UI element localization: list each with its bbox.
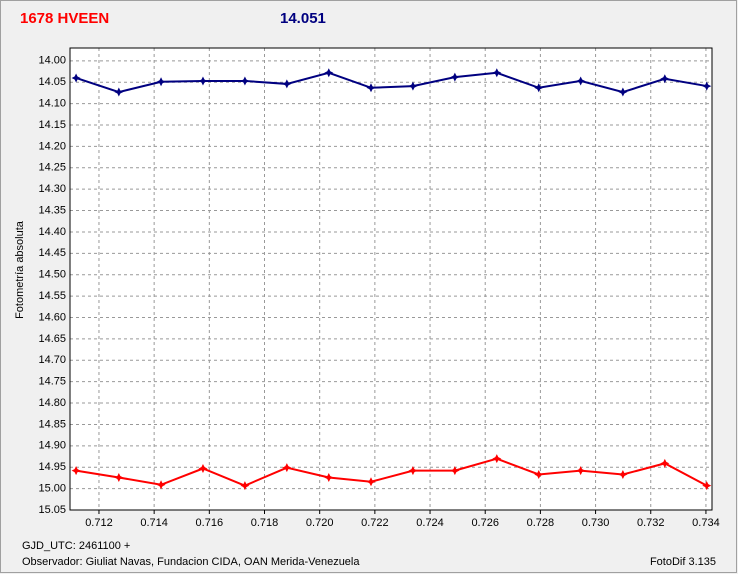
data-point [240,76,250,86]
x-tick-label: 0.728 [527,517,555,529]
x-tick-label: 0.730 [582,517,610,529]
data-point [156,480,166,490]
y-tick-label: 14.10 [38,98,66,110]
y-tick-label: 14.35 [38,204,66,216]
data-point [492,454,502,464]
y-axis-label: Fotometría absoluta [14,220,26,319]
x-tick-label: 0.712 [85,517,113,529]
y-tick-label: 14.60 [38,311,66,323]
data-point [534,83,544,93]
y-tick-label: 14.50 [38,269,66,281]
x-tick-label: 0.734 [692,517,720,529]
data-point [114,87,124,97]
plot-area [70,48,712,510]
x-tick-label: 0.722 [361,517,389,529]
data-point [408,466,418,476]
x-tick-label: 0.718 [251,517,279,529]
series-line [75,71,707,94]
y-tick-label: 14.05 [38,76,66,88]
x-tick-label: 0.726 [471,517,499,529]
y-tick-label: 14.45 [38,247,66,259]
y-tick-label: 14.55 [38,290,66,302]
data-point [702,81,712,91]
y-tick-label: 14.20 [38,140,66,152]
data-point [240,481,250,491]
y-tick-label: 14.00 [38,55,66,67]
data-point [408,81,418,91]
y-tick-label: 14.25 [38,162,66,174]
x-tick-label: 0.714 [140,517,168,529]
data-point [366,83,376,93]
y-tick-label: 14.85 [38,418,66,430]
data-point [282,463,292,473]
data-point [324,68,334,78]
data-point [576,466,586,476]
y-tick-label: 15.00 [38,483,66,495]
data-point [156,77,166,87]
y-tick-label: 14.70 [38,354,66,366]
chart-subtitle: 14.051 [280,10,326,27]
data-point [618,87,628,97]
data-point [282,79,292,89]
footer-text: Observador: Giuliat Navas, Fundacion CID… [22,556,360,568]
y-tick-label: 14.30 [38,183,66,195]
x-tick-label: 0.732 [637,517,665,529]
chart-title: 1678 HVEEN [20,10,109,27]
x-tick-label: 0.720 [306,517,334,529]
footer-text: FotoDif 3.135 [650,556,716,568]
y-tick-label: 14.15 [38,119,66,131]
data-point [534,469,544,479]
y-tick-label: 14.80 [38,397,66,409]
y-tick-label: 14.90 [38,440,66,452]
data-point [450,72,460,82]
data-point [71,73,81,83]
data-point [450,466,460,476]
data-point [71,466,81,476]
y-tick-label: 14.65 [38,333,66,345]
x-tick-label: 0.716 [196,517,224,529]
data-point [366,477,376,487]
data-point [324,472,334,482]
data-point [702,481,712,491]
data-point [492,68,502,78]
y-tick-label: 14.95 [38,461,66,473]
plot-frame [69,47,713,511]
data-point [660,74,670,84]
data-point [198,76,208,86]
x-tick-label: 0.724 [416,517,444,529]
y-tick-label: 14.75 [38,376,66,388]
data-point [576,76,586,86]
series-line [75,457,708,487]
y-tick-label: 15.05 [38,504,66,516]
data-point [198,464,208,474]
data-point [660,458,670,468]
footer-text: GJD_UTC: 2461100 + [22,540,130,552]
data-point [618,469,628,479]
y-tick-label: 14.40 [38,226,66,238]
data-point [114,472,124,482]
